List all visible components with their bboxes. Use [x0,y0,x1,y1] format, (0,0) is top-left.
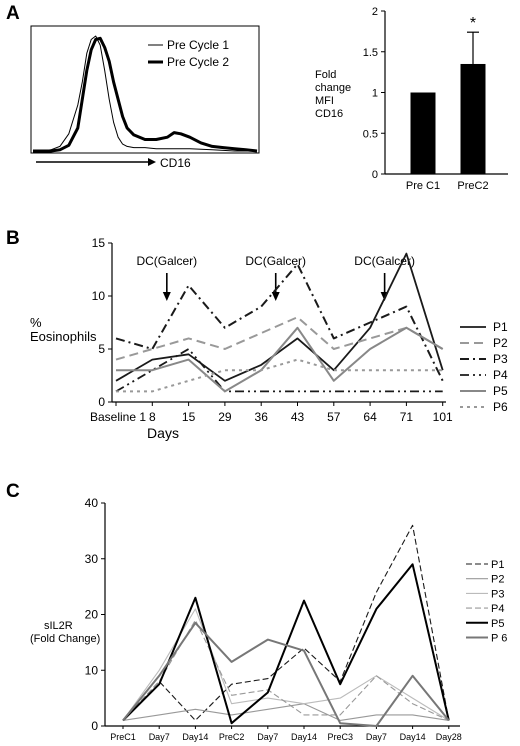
eosinophil-y-tick-label: 5 [98,342,105,356]
eosinophil-y-tick-label: 15 [92,236,106,250]
sil2r-y-tick-label: 30 [85,552,99,566]
sil2r-x-tick-label: PreC1 [110,732,136,742]
eosinophil-x-tick-label: 64 [363,410,377,424]
dose-annotation-label: DC(Galcer) [136,254,197,268]
sil2r-x-tick-label: Day14 [400,732,426,742]
bar-y-tick-label: 1 [372,88,378,100]
bar-y-label-line: CD16 [315,108,343,120]
eosinophil-series-line [116,358,443,393]
bar-category-label: PreC2 [457,180,488,192]
eosinophil-legend-label: P2 [493,336,508,350]
sil2r-series-line [122,608,450,721]
sil2r-legend-label: P2 [491,574,504,586]
sil2r-y-tick-label: 0 [91,719,98,733]
dose-annotation-label: DC(Galcer) [354,254,415,268]
sil2r-y-tick-label: 40 [85,496,99,510]
histogram-legend-label: Pre Cycle 1 [167,38,229,52]
eosinophil-x-tick-label: 101 [433,410,453,424]
sil2r-x-tick-label: Day14 [291,732,317,742]
bar-significance-marker: * [470,15,476,32]
eosinophil-x-tick-label: 57 [327,410,341,424]
bar-y-label-line: Fold [315,69,336,81]
sil2r-y-label-line: (Fold Change) [30,633,100,645]
eosinophil-legend-label: P5 [493,384,508,398]
eosinophil-legend-label: P4 [493,368,508,382]
eosinophil-x-tick-label: 15 [182,410,196,424]
eosinophil-series-line [115,263,444,382]
eosinophil-x-tick-label: 71 [400,410,414,424]
sil2r-series-line [122,619,450,721]
dose-annotation-label: DC(Galcer) [245,254,306,268]
sil2r-chart: 0 10 20 30 40 PreC1 Day7 Day14 PreC2 Day7 Day14 Pre… [30,496,507,742]
bar-category-label: Pre C1 [406,180,440,192]
sil2r-x-tick-label: Day28 [436,732,462,742]
histogram-legend-label: Pre Cycle 2 [167,55,229,69]
eosinophil-y-label-line: Eosinophils [30,329,97,344]
sil2r-legend-label: P4 [491,603,504,615]
histogram-chart: CD16 Pre Cycle 1 Pre Cycle 2 [30,25,260,170]
panel-letter-b: B [6,228,20,249]
bar-y-tick-label: 2 [372,6,378,18]
bar [410,92,436,174]
bar-y-tick-label: 0.5 [363,128,378,140]
bar-y-tick-label: 0 [372,169,378,181]
sil2r-series-line [122,524,450,721]
bar-y-label-line: change [315,82,351,94]
bar [460,63,486,174]
eosinophil-legend-label: P3 [493,352,508,366]
eosinophil-series-line [116,326,444,393]
eosinophil-x-tick-label: Baseline 1 [90,410,146,424]
sil2r-legend-label: P1 [491,559,504,571]
eosinophil-y-label-line: % [30,315,42,330]
sil2r-series-line [122,563,450,725]
sil2r-series-line [122,621,450,727]
eosinophil-x-tick-label: 29 [218,410,232,424]
eosinophil-y-tick-label: 0 [98,395,105,409]
sil2r-legend-label: P5 [491,618,504,630]
histogram-x-label: CD16 [160,156,191,170]
sil2r-legend-label: P 6 [491,633,507,645]
eosinophil-x-tick-label: 8 [149,410,156,424]
eosinophil-x-tick-label: 36 [255,410,269,424]
eosinophil-chart: Days 0 5 10 15 Baseline 1 8 15 29 36 43 57 64 71 101%… [30,236,508,441]
dose-annotation-arrowhead [271,292,280,301]
histogram-series-line [33,35,257,152]
sil2r-x-tick-label: PreC3 [327,732,353,742]
histogram-frame [30,25,260,154]
histogram-x-arrowhead [148,158,156,166]
panel-letter-c: C [6,481,20,502]
sil2r-y-label-line: sIL2R [44,620,73,632]
bar-y-tick-label: 1.5 [363,47,378,59]
sil2r-y-tick-label: 20 [85,608,99,622]
panel-letter-a: A [6,3,20,24]
dose-annotation-arrowhead [162,292,171,301]
sil2r-legend-label: P3 [491,588,504,600]
eosinophil-x-tick-label: 43 [291,410,305,424]
eosinophil-legend-label: P6 [493,400,508,414]
eosinophil-series-line [115,316,444,361]
eosinophil-y-tick-label: 10 [92,289,106,303]
sil2r-x-tick-label: Day7 [366,732,387,742]
eosinophil-legend-label: P1 [493,320,508,334]
eosinophil-x-label: Days [147,425,179,441]
sil2r-y-tick-label: 10 [85,663,99,677]
bar-y-label-line: MFI [315,95,334,107]
sil2r-x-tick-label: Day7 [257,732,278,742]
eosinophil-series-line [115,348,443,393]
eosinophil-series-line [115,252,444,382]
sil2r-x-tick-label: PreC2 [219,732,245,742]
sil2r-series-line [122,703,449,721]
sil2r-x-tick-label: Day7 [149,732,170,742]
histogram-series-line [33,36,258,153]
sil2r-x-tick-label: Day14 [182,732,208,742]
